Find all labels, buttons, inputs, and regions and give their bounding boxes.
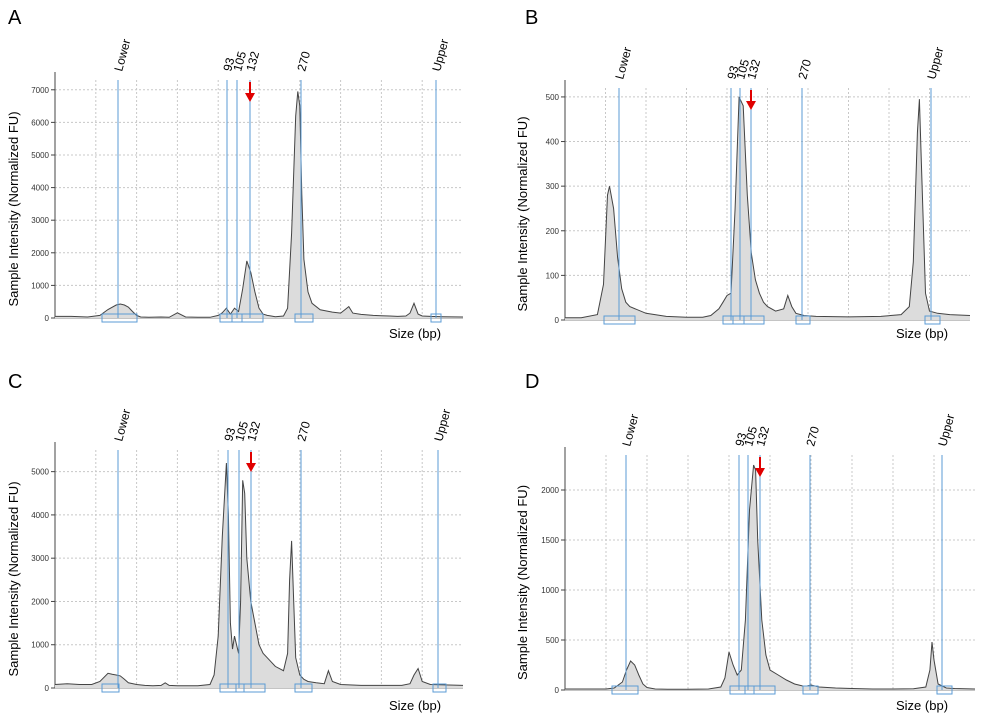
peak-integration-box — [241, 313, 264, 323]
peak-integration-box — [294, 313, 314, 323]
y-tick-label: 500 — [546, 636, 560, 645]
peak-integration-box — [924, 315, 941, 325]
y-tick-label: 1000 — [541, 586, 559, 595]
marker-label: 93 — [732, 431, 749, 448]
red-arrow-head — [245, 93, 255, 102]
y-tick-label: 6000 — [31, 118, 49, 127]
x-axis-label: Size (bp) — [896, 698, 948, 713]
marker-label: Lower — [619, 413, 641, 448]
trace-fill — [565, 465, 975, 690]
peak-integration-box — [101, 683, 120, 693]
peak-integration-box — [243, 683, 266, 693]
marker-label: Lower — [111, 408, 133, 443]
marker-label: 105 — [232, 419, 251, 442]
red-arrow-head — [755, 468, 765, 477]
y-tick-label: 0 — [555, 686, 560, 695]
y-tick-label: 4000 — [31, 511, 49, 520]
y-tick-label: 3000 — [31, 554, 49, 563]
x-axis-label: Size (bp) — [896, 326, 948, 341]
trace-line — [565, 96, 971, 319]
y-axis-label: Sample Intensity (Normalized FU) — [6, 481, 21, 676]
y-tick-label: 0 — [45, 684, 50, 693]
y-axis-label: Sample Intensity (Normalized FU) — [515, 116, 530, 311]
x-axis-label: Size (bp) — [389, 698, 441, 713]
marker-label: Lower — [111, 38, 133, 73]
peak-integration-box — [101, 313, 138, 323]
y-tick-label: 5000 — [31, 151, 49, 160]
peak-integration-box — [611, 685, 639, 695]
panel-A: A 0 1000 2000 3000 4000 5000 6000 7000 Sample Int… — [6, 7, 464, 341]
marker-label: 270 — [294, 49, 313, 72]
marker-label: Upper — [935, 413, 957, 448]
trace-fill — [565, 96, 970, 321]
peak-integration-box — [432, 683, 447, 693]
marker-label: 132 — [753, 424, 772, 447]
red-arrow-head — [746, 101, 756, 110]
y-tick-label: 2000 — [31, 597, 49, 606]
marker-label: 93 — [221, 426, 238, 443]
marker-label: 132 — [243, 49, 262, 72]
panel-letter: D — [525, 371, 539, 393]
peak-integration-box — [936, 685, 953, 695]
red-arrow-head — [246, 463, 256, 472]
peak-integration-box — [294, 683, 313, 693]
marker-label: 105 — [741, 424, 760, 447]
y-tick-label: 2000 — [541, 486, 559, 495]
trace-line — [565, 464, 976, 690]
marker-label: 93 — [724, 64, 741, 81]
y-tick-label: 200 — [546, 227, 560, 236]
marker-label: Upper — [431, 408, 453, 443]
y-tick-label: 5000 — [31, 468, 49, 477]
y-tick-label: 1000 — [31, 641, 49, 650]
y-tick-label: 400 — [546, 138, 560, 147]
marker-label: Upper — [924, 46, 946, 81]
y-tick-label: 3000 — [31, 216, 49, 225]
marker-label: 132 — [244, 419, 263, 442]
panel-letter: C — [8, 371, 22, 393]
peak-integration-box — [753, 685, 776, 695]
marker-label: 105 — [230, 49, 249, 72]
panel-letter: A — [8, 7, 22, 29]
panel-C: C 0 1000 2000 3000 4000 5000 Sample Intensity (… — [6, 371, 464, 713]
y-axis-label: Sample Intensity (Normalized FU) — [6, 111, 21, 306]
peak-integration-box — [743, 315, 765, 325]
y-tick-label: 500 — [546, 93, 560, 102]
peak-integration-box — [795, 315, 811, 325]
panel-B: B 0 100 200 300 400 500 Sample Intensity (Norma… — [515, 7, 971, 341]
y-tick-label: 7000 — [31, 86, 49, 95]
marker-label: Upper — [429, 38, 451, 73]
y-tick-label: 0 — [45, 314, 50, 323]
panel-letter: B — [525, 7, 538, 29]
y-axis-label: Sample Intensity (Normalized FU) — [515, 485, 530, 680]
marker-label: 270 — [795, 57, 814, 80]
y-tick-label: 1000 — [31, 281, 49, 290]
y-tick-label: 4000 — [31, 184, 49, 193]
marker-label: Lower — [612, 46, 634, 81]
y-tick-label: 0 — [555, 316, 560, 325]
y-tick-label: 1500 — [541, 536, 559, 545]
y-tick-label: 100 — [546, 271, 560, 280]
trace-line — [54, 462, 464, 687]
y-tick-label: 2000 — [31, 249, 49, 258]
marker-label: 270 — [294, 419, 313, 442]
x-axis-label: Size (bp) — [389, 326, 441, 341]
marker-label: 93 — [220, 56, 237, 73]
marker-label: 105 — [733, 57, 752, 80]
marker-label: 270 — [803, 424, 822, 447]
marker-label: 132 — [744, 57, 763, 80]
y-tick-label: 300 — [546, 182, 560, 191]
panel-D: D 0 500 1000 1500 2000 Sample Intensity (Norma… — [515, 371, 976, 713]
